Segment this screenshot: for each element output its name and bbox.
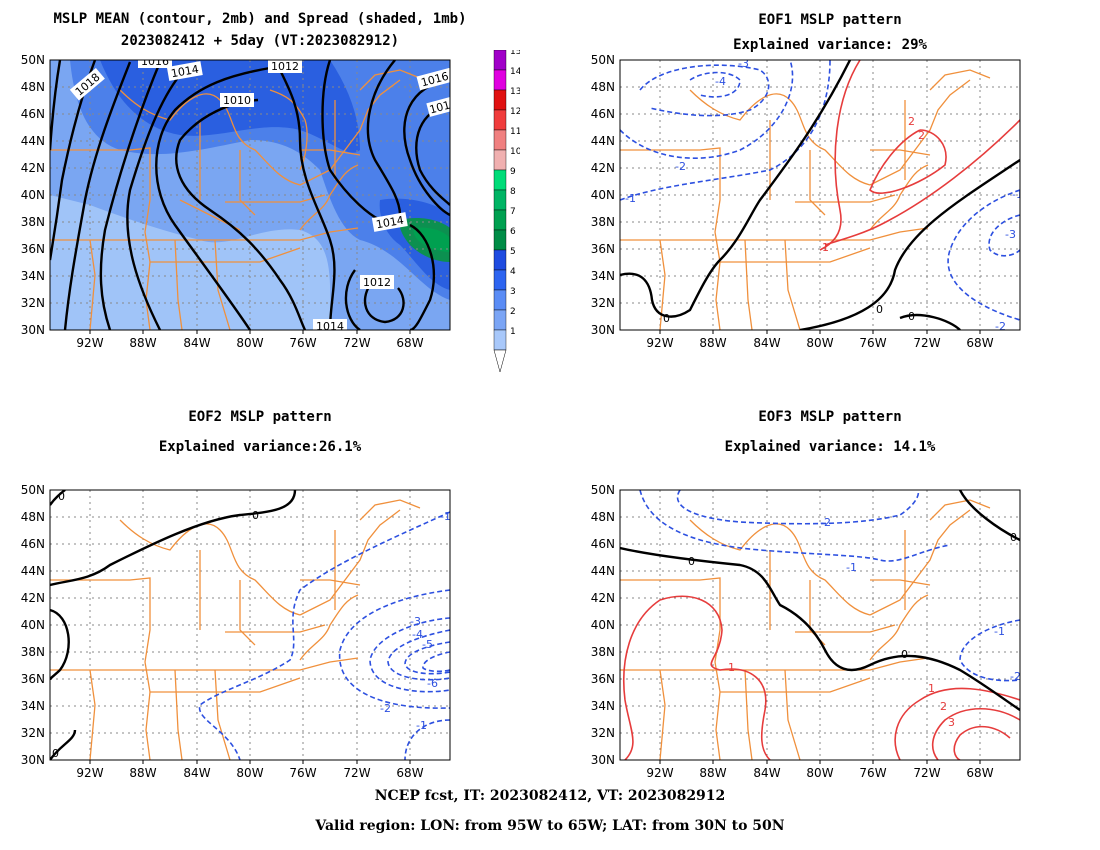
contour-label: -2 — [1010, 670, 1021, 683]
panel2-map: -3 -4 -2 -1 2 2 1 0 0 0 -3 -2 -1 — [619, 57, 1023, 333]
contour-label: -2 — [675, 160, 686, 173]
colorbar-label: 10 — [510, 147, 520, 157]
contour-label: 0 — [901, 648, 908, 661]
contour-label: 1014 — [375, 214, 405, 232]
colorbar-swatch — [493, 289, 507, 311]
contour-label: -3 — [410, 615, 421, 628]
panel3-title-line1: EOF2 MSLP pattern — [188, 409, 332, 425]
panel3-title-line2: Explained variance:26.1% — [158, 439, 362, 455]
panel2-title-line2: Explained variance: 29% — [733, 37, 927, 53]
colorbar-swatch — [493, 269, 507, 291]
colorbar-label: 12 — [510, 107, 520, 117]
colorbar-swatch — [493, 149, 507, 171]
contour-label: 0 — [52, 747, 59, 760]
contour-label: -2 — [380, 702, 391, 715]
colorbar-label: 3 — [510, 287, 516, 297]
panel3-title: EOF2 MSLP pattern Explained variance:26.… — [50, 402, 470, 462]
contour-label: 2 — [940, 700, 947, 713]
colorbar-label: 5 — [510, 247, 516, 257]
panel2-title: EOF1 MSLP pattern Explained variance: 29… — [620, 8, 1040, 58]
contour-label: 101 — [428, 99, 452, 117]
panel1-title-line1: MSLP MEAN (contour, 2mb) and Spread (sha… — [53, 11, 467, 27]
contour-label: 0 — [688, 555, 695, 568]
colorbar-swatch — [493, 309, 507, 331]
contour-label: -6 — [427, 677, 438, 690]
panel1-grid — [50, 60, 450, 330]
colorbar-swatch — [493, 329, 507, 351]
colorbar-swatch — [493, 89, 507, 111]
colorbar-label: 2 — [510, 307, 516, 317]
contour-label: -1 — [846, 561, 857, 574]
colorbar-label: 9 — [510, 167, 516, 177]
colorbar-swatch — [493, 50, 507, 71]
colorbar-label: 4 — [510, 267, 516, 277]
colorbar-swatch — [493, 209, 507, 231]
contour-label: -1 — [1012, 188, 1023, 201]
footer-line1: NCEP fcst, IT: 2023082412, VT: 202308291… — [374, 788, 726, 804]
colorbar-label: 11 — [510, 127, 520, 137]
panel4-title-line1: EOF3 MSLP pattern — [758, 409, 902, 425]
contour-label: 1010 — [223, 94, 251, 107]
contour-label: 1 — [928, 682, 935, 695]
panel4-map: -2 -1 0 0 0 1 -1 1 2 3 -2 — [619, 489, 1021, 761]
spread-shading-8mb — [413, 227, 450, 252]
colorbar: 15 14 13 12 11 10 9 8 7 6 5 4 3 2 1 — [493, 50, 520, 373]
contour-label: 0 — [1010, 531, 1017, 544]
colorbar-swatch — [493, 69, 507, 91]
colorbar-swatch — [493, 129, 507, 151]
contour-label: 0 — [908, 310, 915, 323]
mslp-contour-labels: 1018 1016 1014 1012 1010 1016 1014 1012 … — [69, 55, 452, 333]
panel1-title-line2: 2023082412 + 5day (VT:2023082912) — [120, 33, 400, 49]
colorbar-swatch — [493, 229, 507, 251]
colorbar-label: 8 — [510, 187, 516, 197]
contour-label: 2 — [918, 129, 925, 142]
contour-label: -3 — [1005, 228, 1016, 241]
panel1-map: 1018 1016 1014 1012 1010 1016 1014 1012 … — [49, 50, 520, 373]
contour-label: 1016 — [141, 55, 169, 68]
panel3-map: 0 0 0 -1 -3 -4 -5 -6 -2 -1 — [49, 489, 451, 761]
colorbar-swatch — [493, 249, 507, 271]
colorbar-label: 13 — [510, 87, 520, 97]
contour-label: -5 — [422, 638, 433, 651]
contour-label: -3 — [738, 57, 749, 70]
colorbar-label: 7 — [510, 207, 516, 217]
contour-label: -2 — [995, 320, 1006, 333]
colorbar-swatch — [493, 109, 507, 131]
contour-label: 1012 — [271, 60, 299, 73]
contour-label: -4 — [412, 628, 423, 641]
contour-label: 0 — [876, 303, 883, 316]
contour-label: 2 — [908, 115, 915, 128]
contour-label: -4 — [715, 75, 726, 88]
colorbar-label: 14 — [510, 67, 520, 77]
contour-label: 0 — [663, 312, 670, 325]
contour-label: -1 — [416, 719, 427, 732]
panel4-title-line2: Explained variance: 14.1% — [724, 439, 936, 455]
colorbar-label: 15 — [510, 50, 520, 57]
contour-label: -1 — [440, 510, 451, 523]
colorbar-swatch — [493, 189, 507, 211]
contour-label: 1 — [728, 661, 735, 674]
contour-label: 0 — [252, 509, 259, 522]
colorbar-bottom-arrow — [493, 349, 507, 373]
contour-label: -1 — [625, 192, 636, 205]
contour-label: 0 — [58, 490, 65, 503]
colorbar-swatch — [493, 169, 507, 191]
contour-label: 3 — [948, 716, 955, 729]
contour-label: 1012 — [363, 276, 391, 289]
panel2-title-line1: EOF1 MSLP pattern — [758, 12, 902, 28]
colorbar-label: 6 — [510, 227, 516, 237]
panel4-title: EOF3 MSLP pattern Explained variance: 14… — [620, 402, 1040, 462]
panel1-title: MSLP MEAN (contour, 2mb) and Spread (sha… — [0, 8, 520, 52]
footer-line2: Valid region: LON: from 95W to 65W; LAT:… — [315, 818, 785, 834]
contour-label: 1 — [822, 241, 829, 254]
contour-label: 1014 — [170, 63, 200, 81]
contour-label: -1 — [994, 625, 1005, 638]
colorbar-label: 1 — [510, 327, 516, 337]
contour-label: -2 — [820, 516, 831, 529]
contour-label: 1014 — [316, 320, 344, 333]
